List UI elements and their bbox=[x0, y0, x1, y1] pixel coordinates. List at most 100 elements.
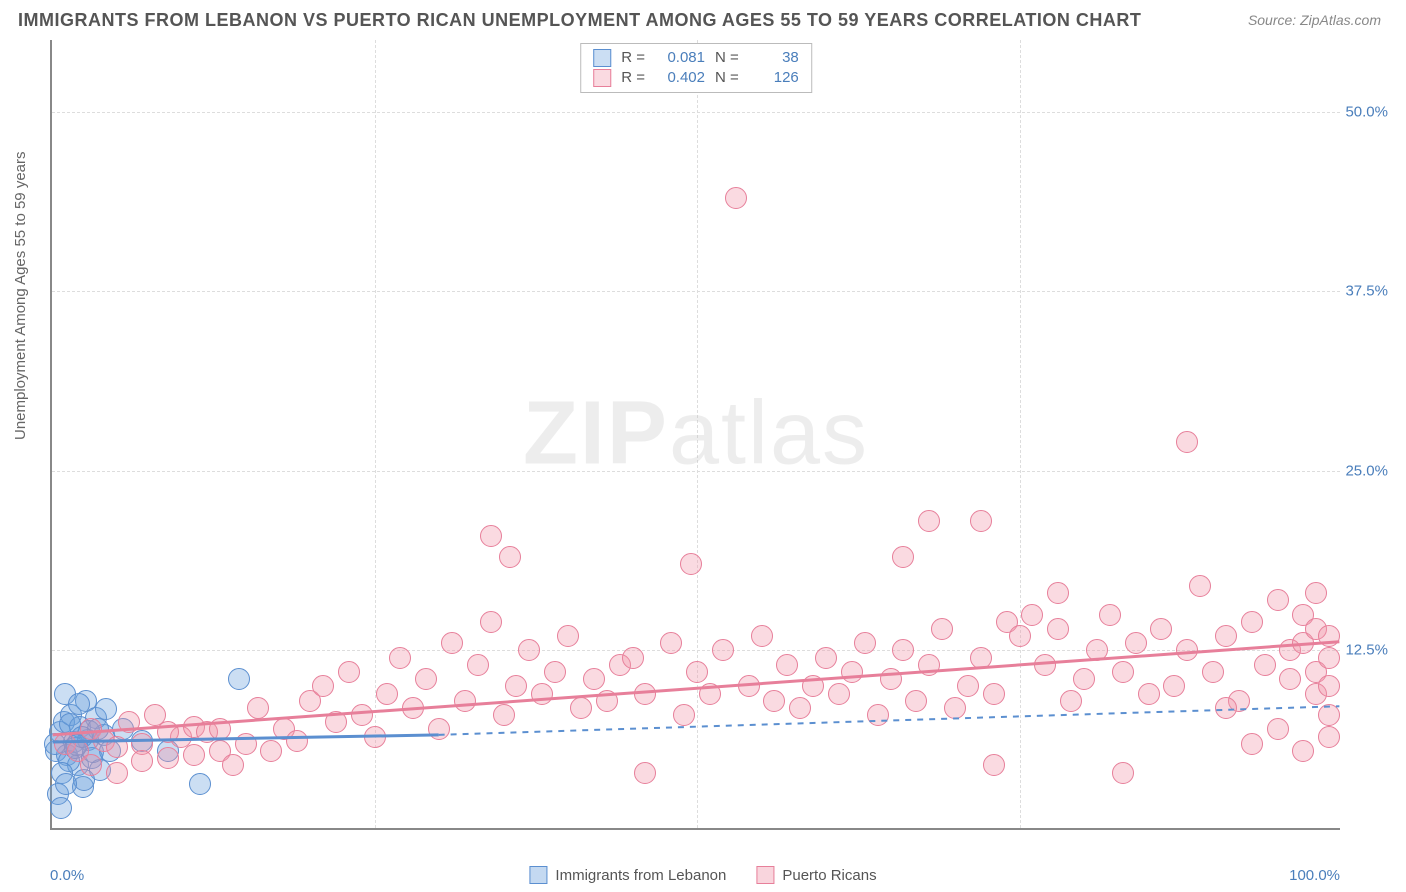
data-point bbox=[1318, 625, 1340, 647]
data-point bbox=[1176, 639, 1198, 661]
data-point bbox=[957, 675, 979, 697]
data-point bbox=[634, 762, 656, 784]
data-point bbox=[454, 690, 476, 712]
data-point bbox=[247, 697, 269, 719]
data-point bbox=[931, 618, 953, 640]
data-point bbox=[1176, 431, 1198, 453]
data-point bbox=[518, 639, 540, 661]
data-point bbox=[712, 639, 734, 661]
data-point bbox=[634, 683, 656, 705]
data-point bbox=[841, 661, 863, 683]
data-point bbox=[970, 510, 992, 532]
legend-r-label: R = bbox=[621, 48, 645, 68]
data-point bbox=[95, 698, 117, 720]
data-point bbox=[686, 661, 708, 683]
data-point bbox=[867, 704, 889, 726]
data-point bbox=[738, 675, 760, 697]
data-point bbox=[55, 773, 77, 795]
legend-row: R =0.081N =38 bbox=[593, 48, 799, 68]
data-point bbox=[1112, 661, 1134, 683]
y-tick-label: 25.0% bbox=[1345, 462, 1388, 479]
data-point bbox=[505, 675, 527, 697]
data-point bbox=[1318, 726, 1340, 748]
grid-line-v bbox=[1020, 40, 1021, 828]
legend-n-value: 38 bbox=[749, 48, 799, 68]
data-point bbox=[531, 683, 553, 705]
legend-item: Puerto Ricans bbox=[756, 866, 876, 884]
data-point bbox=[802, 675, 824, 697]
data-point bbox=[480, 525, 502, 547]
data-point bbox=[441, 632, 463, 654]
data-point bbox=[222, 754, 244, 776]
data-point bbox=[235, 733, 257, 755]
data-point bbox=[892, 639, 914, 661]
data-point bbox=[1292, 740, 1314, 762]
data-point bbox=[905, 690, 927, 712]
data-point bbox=[892, 546, 914, 568]
correlation-legend: R =0.081N =38R =0.402N =126 bbox=[580, 43, 812, 93]
data-point bbox=[557, 625, 579, 647]
data-point bbox=[918, 654, 940, 676]
data-point bbox=[622, 647, 644, 669]
data-point bbox=[944, 697, 966, 719]
data-point bbox=[106, 762, 128, 784]
data-point bbox=[970, 647, 992, 669]
data-point bbox=[228, 668, 250, 690]
grid-line-h bbox=[52, 112, 1340, 113]
data-point bbox=[815, 647, 837, 669]
data-point bbox=[106, 736, 128, 758]
data-point bbox=[351, 704, 373, 726]
data-point bbox=[1099, 604, 1121, 626]
data-point bbox=[1318, 647, 1340, 669]
legend-swatch bbox=[593, 69, 611, 87]
legend-n-value: 126 bbox=[749, 68, 799, 88]
data-point bbox=[1267, 589, 1289, 611]
trend-lines bbox=[52, 40, 1340, 828]
data-point bbox=[415, 668, 437, 690]
data-point bbox=[1086, 639, 1108, 661]
data-point bbox=[544, 661, 566, 683]
data-point bbox=[1112, 762, 1134, 784]
legend-label: Puerto Ricans bbox=[782, 867, 876, 884]
chart-title: IMMIGRANTS FROM LEBANON VS PUERTO RICAN … bbox=[18, 10, 1141, 31]
data-point bbox=[1215, 625, 1237, 647]
data-point bbox=[1267, 718, 1289, 740]
data-point bbox=[1279, 668, 1301, 690]
data-point bbox=[1047, 582, 1069, 604]
legend-swatch bbox=[529, 866, 547, 884]
data-point bbox=[1305, 582, 1327, 604]
data-point bbox=[480, 611, 502, 633]
data-point bbox=[325, 711, 347, 733]
data-point bbox=[209, 718, 231, 740]
data-point bbox=[260, 740, 282, 762]
data-point bbox=[1254, 654, 1276, 676]
grid-line-h bbox=[52, 291, 1340, 292]
legend-item: Immigrants from Lebanon bbox=[529, 866, 726, 884]
data-point bbox=[789, 697, 811, 719]
data-point bbox=[428, 718, 450, 740]
source-label: Source: ZipAtlas.com bbox=[1248, 12, 1381, 28]
data-point bbox=[596, 690, 618, 712]
data-point bbox=[673, 704, 695, 726]
data-point bbox=[854, 632, 876, 654]
data-point bbox=[1318, 675, 1340, 697]
grid-line-h bbox=[52, 471, 1340, 472]
data-point bbox=[983, 683, 1005, 705]
data-point bbox=[286, 730, 308, 752]
legend-n-label: N = bbox=[715, 68, 739, 88]
legend-row: R =0.402N =126 bbox=[593, 68, 799, 88]
data-point bbox=[364, 726, 386, 748]
data-point bbox=[1021, 604, 1043, 626]
data-point bbox=[1138, 683, 1160, 705]
y-tick-label: 12.5% bbox=[1345, 642, 1388, 659]
data-point bbox=[583, 668, 605, 690]
data-point bbox=[660, 632, 682, 654]
data-point bbox=[763, 690, 785, 712]
series-legend: Immigrants from Lebanon Puerto Ricans bbox=[529, 866, 876, 884]
grid-line-h bbox=[52, 650, 1340, 651]
data-point bbox=[376, 683, 398, 705]
legend-r-label: R = bbox=[621, 68, 645, 88]
data-point bbox=[499, 546, 521, 568]
plot-area: ZIPatlas R =0.081N =38R =0.402N =126 bbox=[50, 40, 1340, 830]
y-axis-label: Unemployment Among Ages 55 to 59 years bbox=[12, 151, 29, 440]
